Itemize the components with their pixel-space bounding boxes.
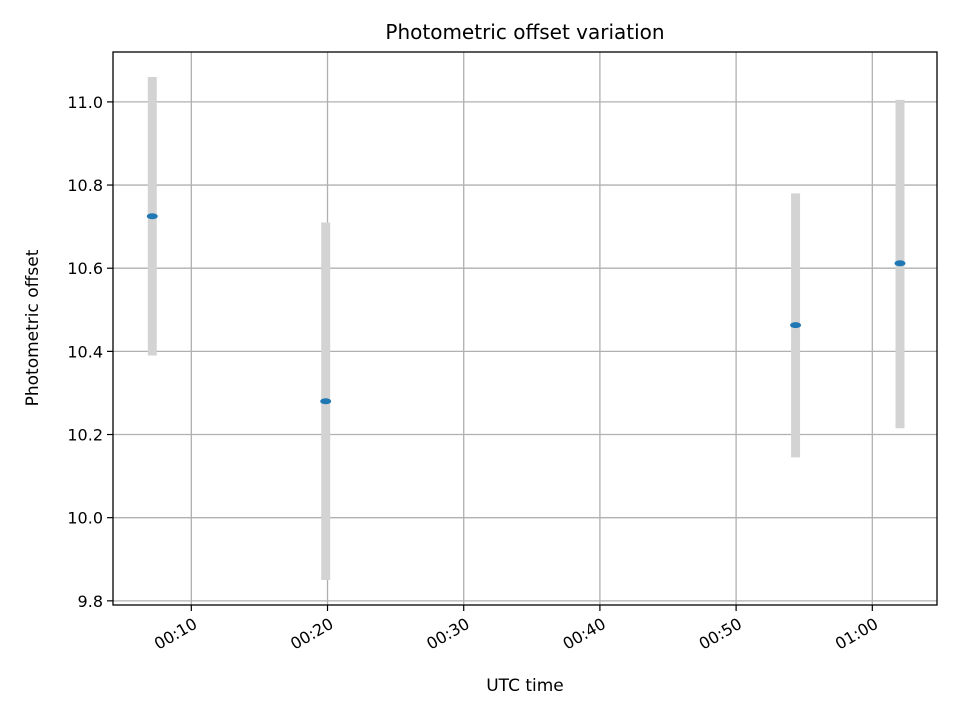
data-point — [790, 322, 802, 329]
y-axis-ticks: 9.8 10.0 10.2 10.4 10.6 10.8 11.0 — [67, 93, 113, 611]
y-tick-label: 10.2 — [67, 426, 103, 445]
y-tick-label: 10.6 — [67, 259, 103, 278]
data-point — [146, 213, 158, 220]
data-point — [894, 260, 906, 267]
plot-frame — [112, 51, 938, 606]
data-points — [146, 213, 906, 405]
y-tick-label: 10.0 — [67, 509, 103, 528]
y-tick-label: 10.8 — [67, 176, 103, 195]
y-tick-label: 9.8 — [78, 592, 103, 611]
y-tick-label: 11.0 — [67, 93, 103, 112]
x-axis-label: UTC time — [486, 676, 564, 696]
y-axis-label: Photometric offset — [23, 249, 43, 406]
data-point — [320, 398, 332, 405]
chart-title: Photometric offset variation — [385, 20, 664, 44]
y-tick-label: 10.4 — [67, 342, 103, 361]
